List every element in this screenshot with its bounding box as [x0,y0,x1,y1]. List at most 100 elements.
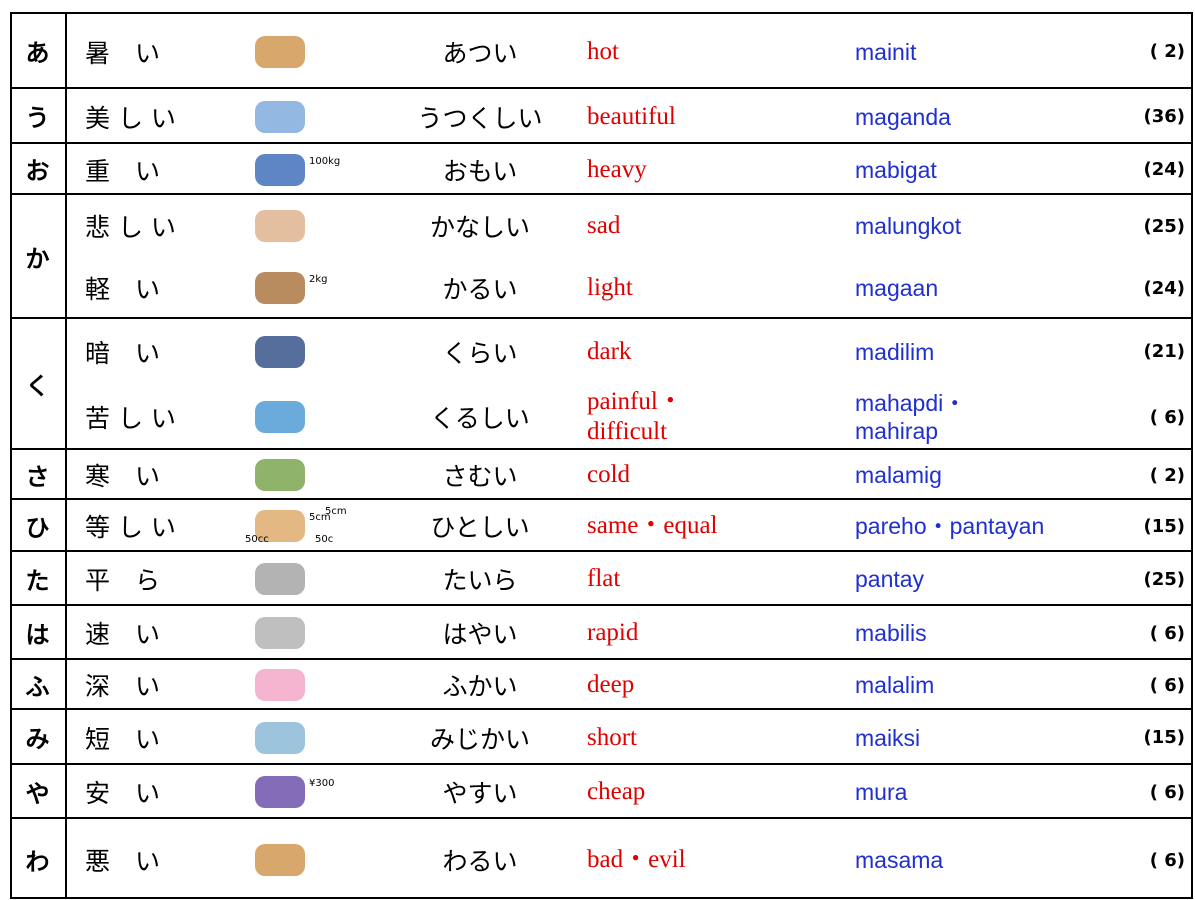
reference: ( 6) [1149,622,1185,644]
filipino: mabigat [855,156,937,183]
reference: ( 6) [1149,406,1185,428]
illustration [245,665,345,705]
initial-kana: や [10,765,67,817]
initial-kana: み [10,710,67,763]
illustration [245,840,345,880]
initial-kana: く [10,319,67,448]
illustration-shape [255,617,305,649]
illustration-label: 50cc [245,534,269,545]
initial-kana: ふ [10,660,67,708]
illustration-shape [255,272,305,304]
row-group: わ悪 い わるい bad・evil masama ( 6) [10,817,1193,899]
english: cheap [587,778,646,805]
illustration: 5cm 5cm 50cc 50c [245,506,347,546]
illustration-shape [255,459,305,491]
reading: わるい [442,847,518,876]
filipino: masama [855,847,944,873]
initial-kana: さ [10,450,67,498]
illustration-shape [255,776,305,808]
illustration [245,455,345,495]
english: beautiful [587,102,676,130]
word: 深 い [85,672,161,701]
english: hot [587,37,619,65]
initial-kana: た [10,552,67,604]
row-group: や安 い ¥300 やすい cheap mura ( 6) [10,763,1193,817]
illustration [245,613,345,653]
row-group: た平 ら たいら flat pantay (25) [10,550,1193,604]
illustration [245,397,345,437]
illustration [245,559,345,599]
filipino: malalim [855,672,935,698]
filipino: mahapdi・ mahirap [855,385,1135,451]
word: 等 し い [85,513,176,542]
word: 速 い [85,620,161,649]
illustration-shape [255,510,305,542]
initial-kana: わ [10,819,67,899]
word: 美 し い [85,103,176,133]
reference: (25) [1143,215,1185,237]
initial-kana: ひ [10,500,67,550]
illustration-shape [255,100,305,133]
filipino: magaan [855,275,939,301]
filipino: maiksi [855,724,921,751]
reference: ( 2) [1149,41,1185,62]
reading: おもい [442,156,518,186]
reading: ひとしい [430,513,530,542]
reading: あつい [442,38,518,68]
english-line: painful・ [587,388,683,416]
filipino: mabilis [855,620,927,646]
illustration-label: 5cm [309,512,331,523]
english: deep [587,671,635,698]
illustration: 100kg [245,150,345,190]
english: heavy [587,155,647,183]
initial-kana: か [10,195,67,317]
filipino: maganda [855,103,951,130]
illustration-shape [255,563,305,595]
illustration-shape [255,844,305,876]
illustration [245,332,345,372]
filipino: pareho・pantayan [855,513,1045,539]
english: same・equal [587,512,718,539]
reference: ( 2) [1149,464,1185,486]
reading: かなしい [429,213,530,242]
illustration-shape [255,153,305,186]
word: 重 い [85,156,161,186]
reading: ふかい [442,672,518,701]
reference: (24) [1143,159,1185,180]
illustration-label: 5cm [325,506,347,517]
illustration [245,718,345,758]
english: sad [587,212,621,239]
word: 安 い [85,779,161,808]
illustration-shape [255,35,305,68]
english: cold [587,461,631,488]
filipino: malungkot [855,213,962,239]
reading: かるい [442,275,518,304]
reference: (36) [1143,106,1185,127]
filipino: mura [855,779,908,805]
initial-kana: あ [10,14,67,87]
reference: (15) [1143,727,1185,748]
illustration [245,206,345,246]
word: 暑 い [85,38,161,68]
row-group: う美 し い うつくしい beautiful maganda (36) [10,87,1193,142]
filipino-line: mahirap [855,418,939,445]
row-group: ひ等 し い 5cm 5cm 50cc 50c ひとしい same・equal pareho・… [10,498,1193,550]
row-group: は速 い はやい rapid mabilis ( 6) [10,604,1193,658]
row-group: あ暑 い あつい hot mainit ( 2) [10,12,1193,87]
reference: (21) [1143,341,1185,363]
word: 軽 い [85,275,161,304]
english: painful・ difficult [587,385,837,451]
reference: ( 6) [1149,781,1185,803]
word: 寒 い [85,462,161,491]
illustration-label: 50c [315,534,334,545]
illustration: 2kg [245,268,345,308]
illustration-label: 2kg [309,274,328,285]
reading: くらい [442,338,518,368]
illustration-shape [255,210,305,242]
reference: (24) [1143,277,1185,299]
row-group: み短 い みじかい short maiksi (15) [10,708,1193,763]
reading: うつくしい [417,103,543,133]
reading: はやい [442,620,518,649]
reading: たいら [442,566,518,595]
